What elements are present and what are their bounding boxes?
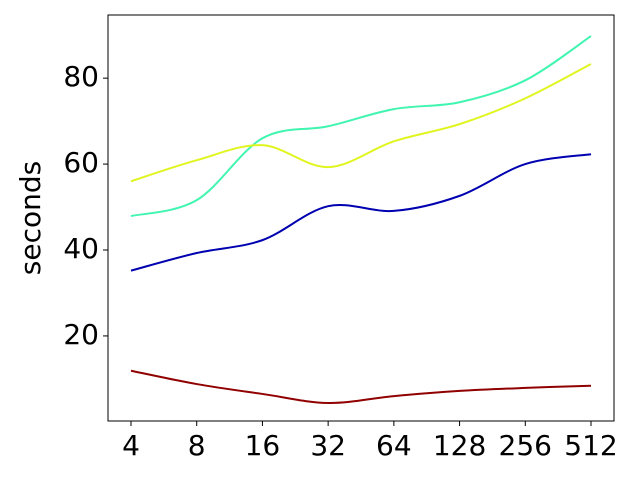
x-tick-label: 256	[499, 429, 552, 462]
series-line	[130, 153, 592, 272]
series-line	[130, 35, 592, 218]
plot-frame	[107, 14, 615, 422]
series-line	[130, 369, 592, 404]
x-tick-label: 128	[433, 429, 486, 462]
y-tick-label: 60	[63, 146, 99, 179]
y-axis-label: seconds	[14, 161, 47, 275]
y-tick-label: 40	[63, 232, 99, 265]
x-tick-label: 32	[310, 429, 346, 462]
x-tick-label: 4	[122, 429, 140, 462]
y-tick-label: 20	[63, 318, 99, 351]
x-tick-label: 512	[564, 429, 617, 462]
x-tick-label: 16	[245, 429, 281, 462]
y-tick-label: 80	[63, 60, 99, 93]
x-tick-label: 8	[188, 429, 206, 462]
x-tick-label: 64	[376, 429, 412, 462]
series-line	[130, 63, 592, 183]
